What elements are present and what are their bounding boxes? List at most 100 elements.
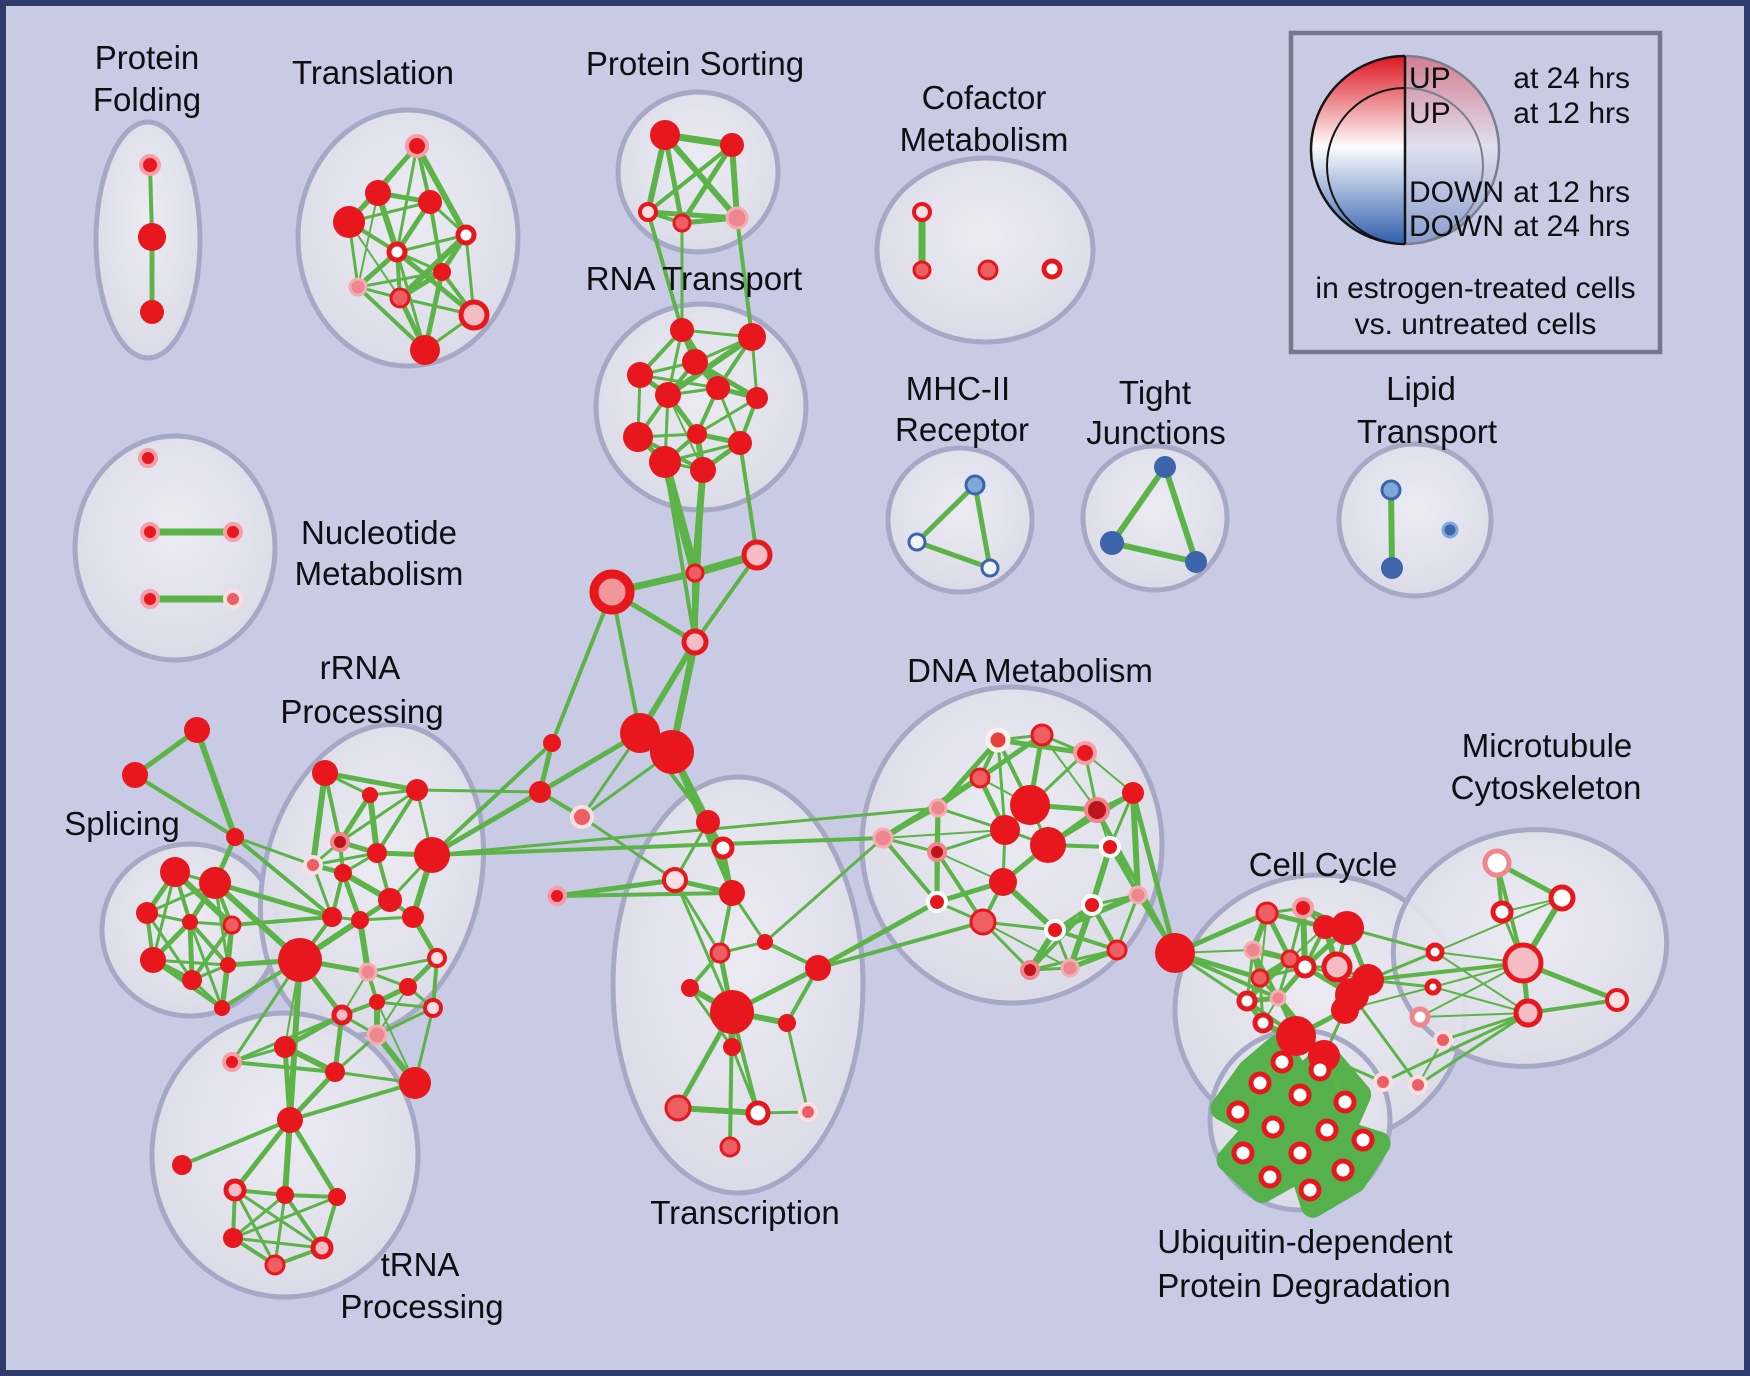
network-edge [982, 921, 1071, 969]
network-node [138, 448, 158, 468]
cluster-label: Protein [95, 39, 200, 76]
network-node [458, 299, 490, 331]
inter-cluster-edge [646, 210, 684, 332]
network-edge [273, 1193, 287, 1267]
network-node [199, 867, 231, 899]
inter-cluster-edge [693, 468, 705, 644]
network-node [389, 287, 411, 309]
inter-cluster-edge [415, 788, 542, 794]
network-node [1258, 1165, 1282, 1189]
network-node [160, 857, 190, 887]
network-node [655, 382, 681, 408]
cluster-label: Processing [280, 693, 443, 730]
network-node [1280, 949, 1300, 969]
network-node [1250, 968, 1270, 988]
network-node [1236, 990, 1258, 1012]
network-node [1100, 531, 1124, 555]
cluster-label: Processing [340, 1288, 503, 1325]
network-node [140, 300, 164, 324]
network-node [182, 914, 198, 930]
cluster-label: Lipid [1386, 370, 1456, 407]
network-edge [667, 394, 704, 471]
network-edge [1130, 790, 1141, 898]
inter-cluster-edge [287, 957, 303, 1123]
network-node [670, 318, 694, 342]
network-node [723, 1038, 741, 1056]
network-node [529, 781, 551, 803]
cluster-label: Splicing [64, 805, 180, 842]
legend-direction-label: UP [1409, 62, 1451, 95]
network-node [362, 787, 378, 803]
network-node [662, 867, 688, 893]
network-edge [996, 738, 1007, 832]
network-node [1331, 1158, 1355, 1182]
network-node [912, 202, 932, 222]
network-node [725, 206, 749, 230]
network-node [138, 223, 166, 251]
network-node [1030, 827, 1066, 863]
network-node [310, 1236, 334, 1260]
network-node [1351, 1128, 1375, 1152]
network-edge [231, 1193, 287, 1240]
network-node [710, 990, 754, 1034]
inter-cluster-edge [212, 880, 335, 920]
network-node [650, 120, 680, 150]
network-node [1030, 723, 1054, 747]
network-edge [972, 482, 993, 571]
network-edge [1526, 998, 1619, 1015]
network-node [1270, 1050, 1294, 1074]
network-edge [935, 850, 985, 924]
network-node [985, 727, 1011, 753]
network-edge [914, 539, 993, 571]
network-node [277, 1107, 303, 1133]
network-node [455, 224, 477, 246]
cluster-label: Transport [1357, 413, 1497, 450]
cluster-label: Transcription [650, 1194, 840, 1231]
network-node [1122, 782, 1144, 804]
network-node [969, 908, 997, 936]
network-edge [693, 553, 759, 644]
cluster-bubble-nucleotide-metabolism [72, 433, 278, 663]
network-edge [785, 1021, 810, 1114]
network-node [274, 1036, 296, 1058]
network-node [223, 1228, 243, 1248]
network-node [220, 957, 236, 973]
network-edge [729, 142, 740, 221]
network-node [184, 717, 210, 743]
cluster-label: DNA Metabolism [907, 652, 1153, 689]
cluster-label: MHC-II [906, 370, 1010, 407]
network-node [348, 277, 368, 297]
network-node [414, 837, 450, 873]
network-edge [414, 143, 469, 238]
network-node [139, 154, 161, 176]
network-node [638, 202, 658, 222]
network-edge [287, 1117, 340, 1200]
cluster-label: Cofactor [922, 79, 1047, 116]
network-edge [394, 249, 477, 318]
network-node [351, 911, 369, 929]
network-node [728, 431, 752, 455]
network-node [378, 888, 402, 912]
network-node [1288, 1083, 1312, 1107]
network-node [1231, 1141, 1255, 1165]
network-node [1185, 551, 1207, 573]
network-node [719, 1136, 741, 1158]
network-node [1155, 933, 1195, 973]
network-node [365, 180, 391, 206]
legend-faded-half [1405, 53, 1507, 247]
network-edge [1416, 1011, 1530, 1087]
network-node [709, 942, 731, 964]
cluster-label: Receptor [895, 411, 1029, 448]
network-node [276, 1186, 294, 1204]
network-node [1073, 741, 1097, 765]
network-edge [233, 1188, 277, 1267]
cluster-label: Cytoskeleton [1451, 769, 1642, 806]
network-node [399, 1067, 431, 1099]
inter-cluster-edge [1350, 993, 1420, 1087]
network-node [172, 1155, 192, 1175]
inter-cluster-edge [430, 806, 940, 857]
network-node [1261, 1115, 1285, 1139]
network-node [927, 842, 947, 862]
network-node [547, 886, 567, 906]
network-node [405, 134, 429, 158]
